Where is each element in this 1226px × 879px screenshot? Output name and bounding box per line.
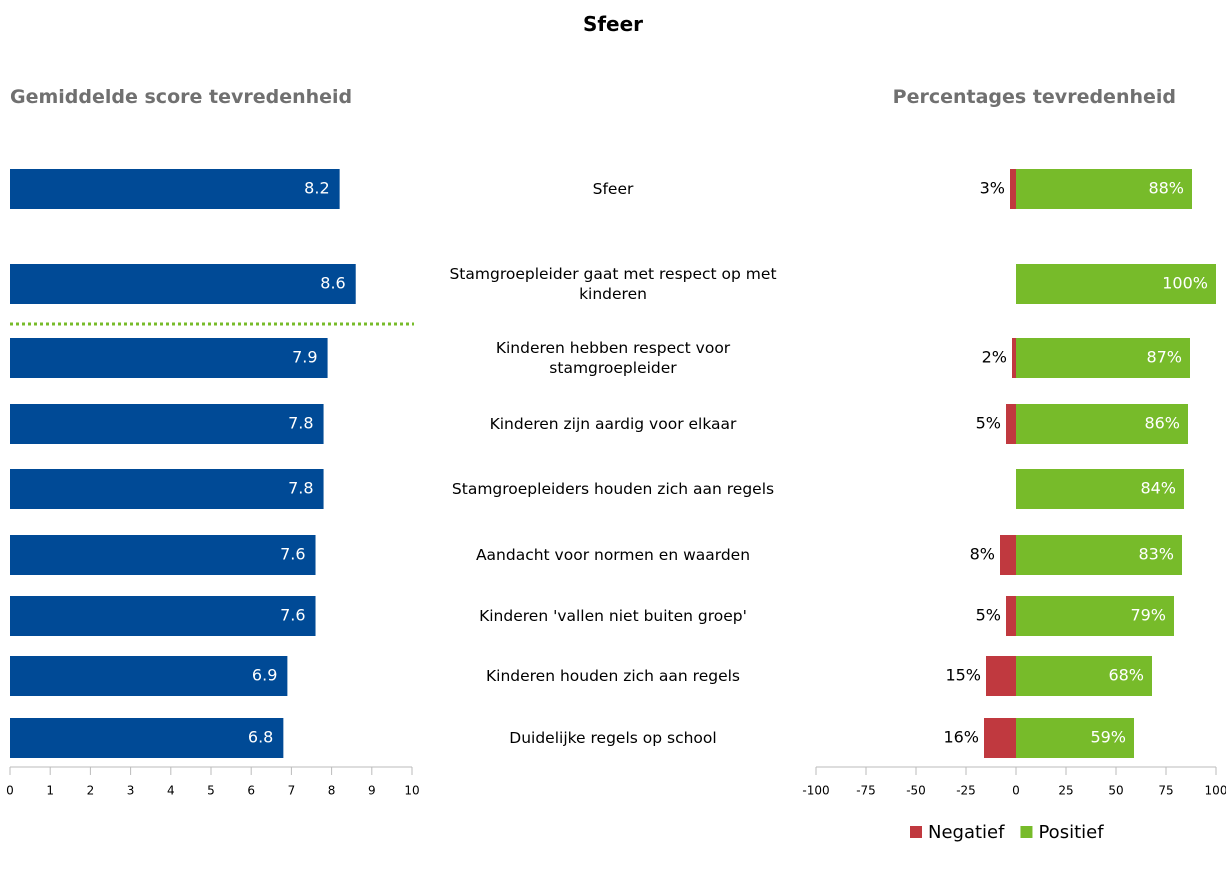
- x-tick-label: 9: [368, 784, 376, 798]
- x-tick-label: -50: [906, 784, 926, 798]
- bar: [10, 404, 324, 444]
- bar: [10, 718, 284, 758]
- x-tick-label: 6: [247, 784, 255, 798]
- bar: [10, 169, 340, 209]
- bar-segment: [1016, 718, 1134, 758]
- value-label: 2%: [982, 348, 1007, 367]
- bar-segment: [1016, 596, 1174, 636]
- category-label: Kinderen zijn aardig voor elkaar: [489, 415, 737, 433]
- x-tick-label: 10: [404, 784, 419, 798]
- x-tick-label: 5: [207, 784, 215, 798]
- category-label: Aandacht voor normen en waarden: [475, 546, 751, 564]
- bar: [10, 596, 316, 636]
- value-label: 87%: [1146, 348, 1182, 367]
- value-label: 7.8: [288, 479, 313, 498]
- bar-segment: [1016, 264, 1216, 304]
- bar-segment: [1016, 469, 1184, 509]
- bar-segment: [1012, 338, 1016, 378]
- bar-segment: [1010, 169, 1016, 209]
- value-label: 7.8: [288, 414, 313, 433]
- bar-segment: [1016, 535, 1182, 575]
- x-tick-label: 8: [328, 784, 336, 798]
- category-label: Kinderen houden zich aan regels: [485, 667, 741, 685]
- bar-segment: [1016, 656, 1152, 696]
- bar-segment: [1000, 535, 1016, 575]
- bar-segment: [1016, 404, 1188, 444]
- value-label: 16%: [943, 728, 979, 747]
- category-label: Kinderen hebben respect voor stamgroeple…: [495, 339, 731, 377]
- value-label: 5%: [976, 606, 1001, 625]
- category-label: Stamgroepleiders houden zich aan regels: [451, 480, 775, 498]
- bar-segment: [1016, 169, 1192, 209]
- x-tick-label: 2: [87, 784, 95, 798]
- category-label: Sfeer: [592, 180, 634, 198]
- bar-segment: [986, 656, 1016, 696]
- value-label: 100%: [1162, 274, 1208, 293]
- legend-label: Positief: [1038, 822, 1104, 843]
- value-label: 7.6: [280, 545, 305, 564]
- value-label: 8.6: [320, 274, 345, 293]
- bar: [10, 264, 356, 304]
- x-tick-label: 0: [6, 784, 14, 798]
- value-label: 8.2: [304, 179, 329, 198]
- x-tick-label: 4: [167, 784, 175, 798]
- panel-title: Gemiddelde score tevredenheid: [10, 86, 353, 108]
- category-label: Stamgroepleider gaat met respect op met …: [449, 265, 777, 303]
- bar-segment: [1006, 596, 1016, 636]
- x-tick-label: 0: [1012, 784, 1020, 798]
- x-tick-label: 25: [1058, 784, 1073, 798]
- bar: [10, 469, 324, 509]
- value-label: 5%: [976, 414, 1001, 433]
- value-label: 6.9: [252, 666, 277, 685]
- x-tick-label: -25: [956, 784, 976, 798]
- bar: [10, 656, 288, 696]
- value-label: 84%: [1140, 479, 1176, 498]
- legend-swatch: [1020, 826, 1033, 838]
- x-tick-label: -100: [802, 784, 829, 798]
- x-tick-label: 100: [1205, 784, 1226, 798]
- value-label: 3%: [980, 179, 1005, 198]
- bar-segment: [984, 718, 1016, 758]
- legend-swatch: [910, 826, 922, 838]
- legend-label: Negatief: [928, 822, 1005, 843]
- x-tick-label: 7: [288, 784, 296, 798]
- x-tick-label: 3: [127, 784, 135, 798]
- value-label: 79%: [1130, 606, 1166, 625]
- bar: [10, 338, 328, 378]
- bar: [10, 535, 316, 575]
- panel-title: Percentages tevredenheid: [892, 86, 1176, 108]
- value-label: 7.9: [292, 348, 317, 367]
- value-label: 7.6: [280, 606, 305, 625]
- x-tick-label: 75: [1158, 784, 1173, 798]
- category-label: Duidelijke regels op school: [509, 729, 717, 747]
- value-label: 6.8: [248, 728, 273, 747]
- x-tick-label: 1: [46, 784, 54, 798]
- category-label: Kinderen 'vallen niet buiten groep': [479, 607, 747, 625]
- value-label: 86%: [1144, 414, 1180, 433]
- value-label: 83%: [1138, 545, 1174, 564]
- value-label: 68%: [1108, 666, 1144, 685]
- main-title: Sfeer: [582, 12, 644, 36]
- value-label: 59%: [1090, 728, 1126, 747]
- x-tick-label: 50: [1108, 784, 1123, 798]
- value-label: 88%: [1148, 179, 1184, 198]
- value-label: 15%: [945, 666, 981, 685]
- bar-segment: [1006, 404, 1016, 444]
- bar-segment: [1016, 338, 1190, 378]
- value-label: 8%: [970, 545, 995, 564]
- x-tick-label: -75: [856, 784, 876, 798]
